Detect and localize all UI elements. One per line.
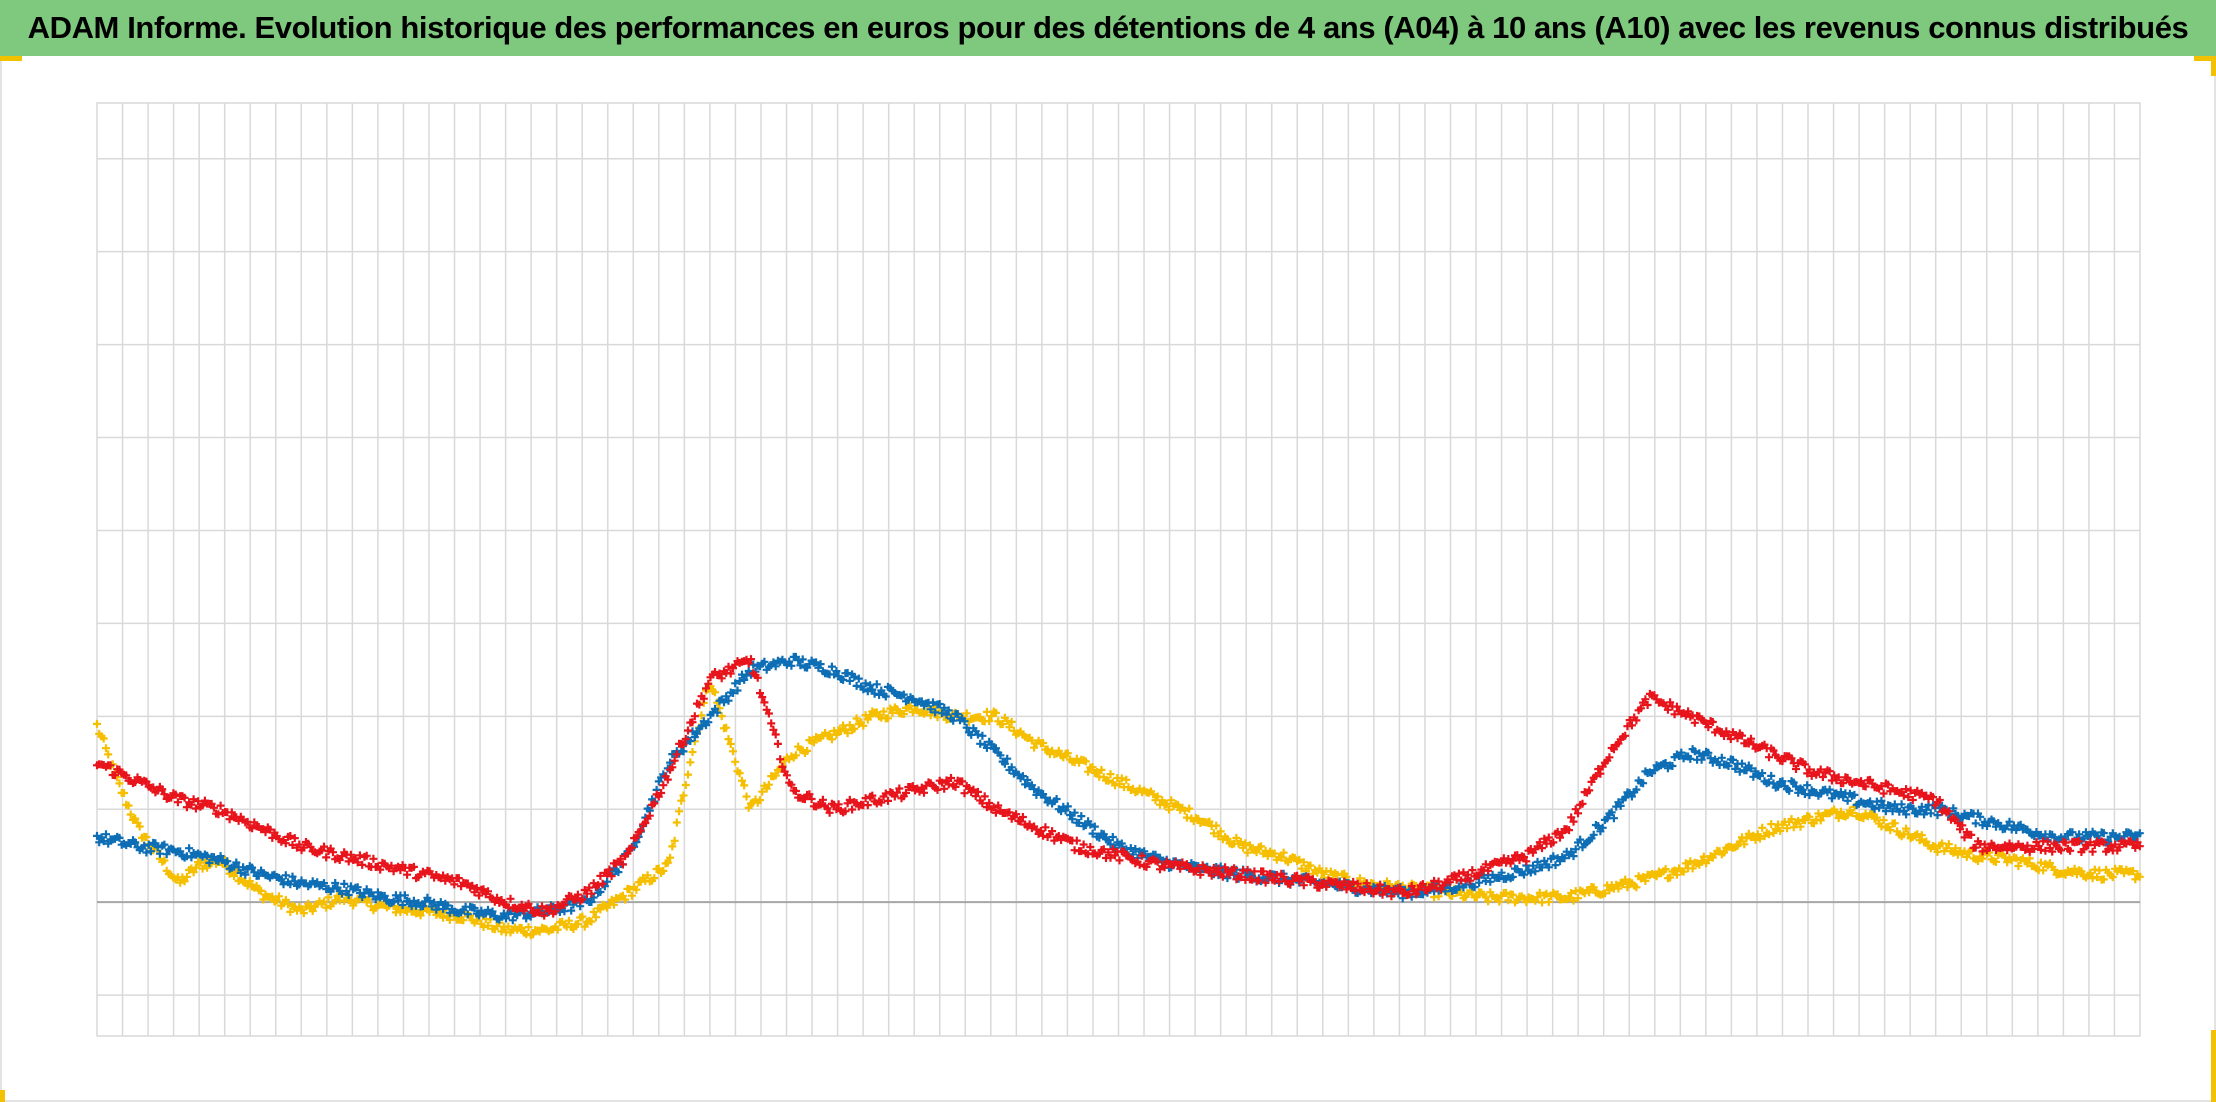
corner-mark-top-right-side (2211, 56, 2216, 76)
corner-mark-bottom-right (2211, 1030, 2216, 1102)
corner-mark-bottom-left (0, 1090, 5, 1102)
series-2-markers (93, 655, 2144, 920)
corner-mark-top-left (0, 56, 22, 61)
series-0 (93, 682, 2144, 940)
series-0-markers (93, 682, 2144, 940)
series-2 (93, 655, 2144, 920)
chart-title: ADAM Informe. Evolution historique des p… (27, 10, 2189, 45)
title-bar: ADAM Informe. Evolution historique des p… (0, 0, 2216, 56)
corner-mark-top-right (2194, 56, 2216, 61)
